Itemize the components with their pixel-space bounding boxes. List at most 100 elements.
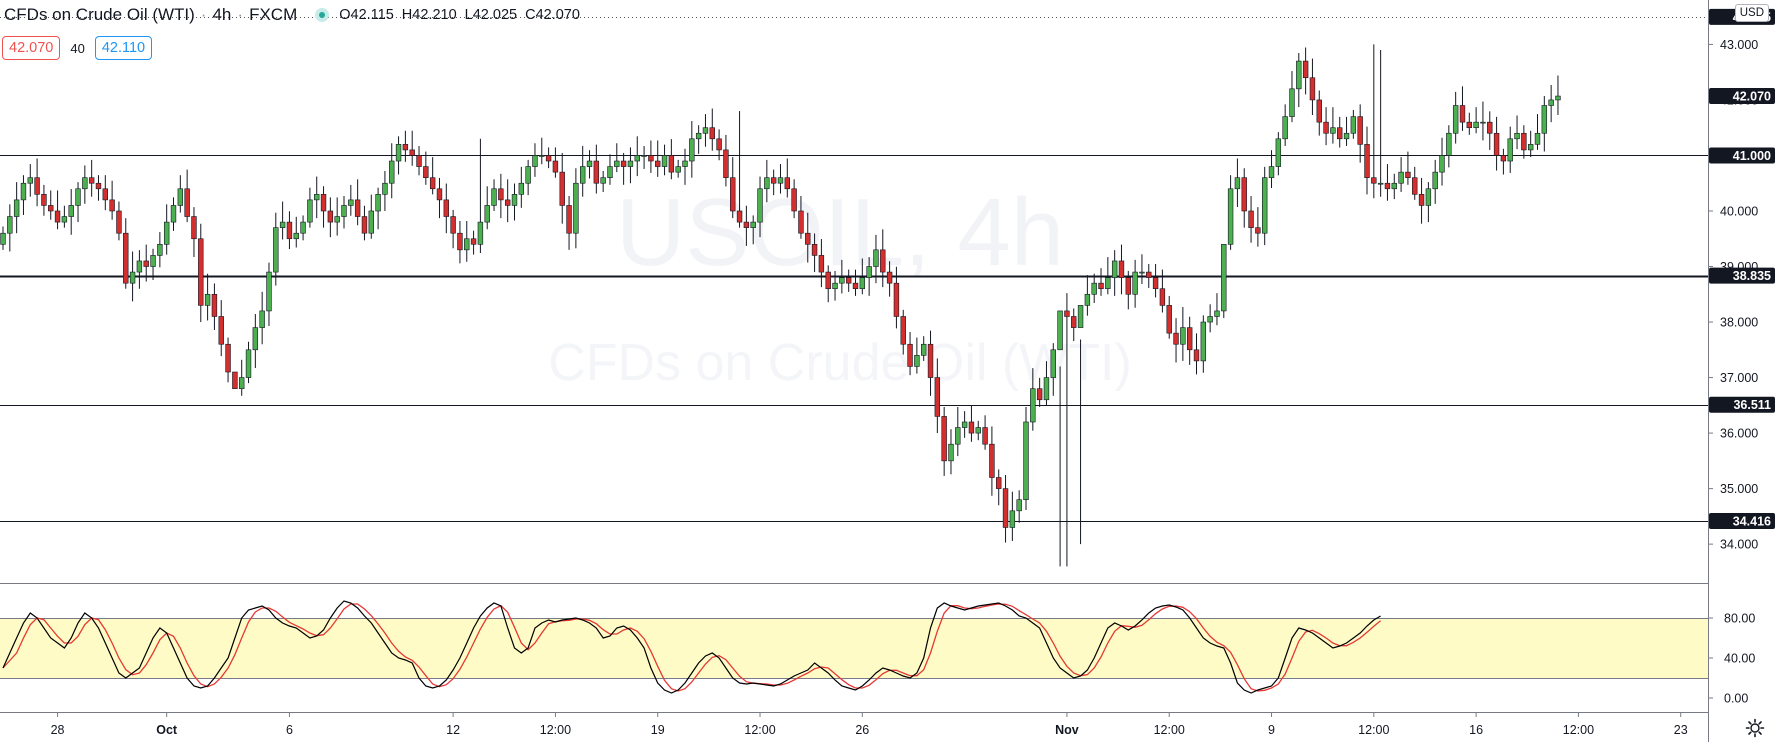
market-status-dot-icon[interactable]: [315, 8, 330, 22]
candle-body: [839, 277, 845, 284]
stochastic-band: [0, 618, 1708, 678]
candle-body: [525, 166, 531, 184]
time-tick-label: Nov: [1055, 723, 1079, 737]
ohlc-open: O42.115: [339, 7, 394, 23]
candle-body: [1152, 277, 1159, 290]
candle-body: [198, 238, 204, 306]
candle-body: [586, 160, 593, 167]
candle-body: [1323, 121, 1329, 134]
level-price-box: [1709, 267, 1775, 284]
candle-body: [661, 155, 668, 167]
candle-body: [1118, 260, 1125, 278]
candle-body: [573, 182, 579, 234]
candle-body: [750, 221, 756, 228]
candle-body: [1507, 138, 1513, 162]
candle-body: [1493, 132, 1500, 156]
candle-body: [1384, 182, 1391, 190]
candle-body: [1009, 510, 1016, 528]
candle-body: [1473, 121, 1479, 129]
candle-body: [116, 210, 122, 234]
currency-button[interactable]: USD: [1734, 4, 1769, 22]
candle-body: [150, 255, 156, 267]
candle-body: [491, 188, 497, 206]
candle-body: [27, 177, 33, 184]
candle-body: [1527, 144, 1534, 151]
candle-body: [464, 238, 470, 251]
level-price-box: [1709, 396, 1775, 413]
candle-body: [1159, 288, 1166, 306]
candle-body: [600, 177, 606, 184]
candle-body: [450, 216, 456, 234]
candle-body: [504, 199, 511, 206]
candle-body: [1391, 182, 1397, 190]
candle-body: [470, 238, 477, 245]
candle-body: [211, 293, 218, 317]
price-tick-label: 38.000: [1720, 316, 1758, 330]
candle-body: [941, 416, 947, 462]
candle-body: [1316, 99, 1322, 123]
candle-body: [13, 199, 20, 217]
price-tick-label: 37.000: [1720, 371, 1758, 385]
candle-body: [620, 160, 627, 167]
time-tick-label: 19: [651, 723, 665, 737]
candle-body: [314, 194, 320, 201]
price-tick-label: 36.000: [1720, 427, 1758, 441]
candle-body: [757, 188, 763, 223]
candle-body: [634, 155, 640, 162]
time-tick-label: 16: [1469, 723, 1483, 737]
candle-body: [996, 477, 1002, 489]
candle-body: [1459, 105, 1466, 123]
candle-body: [429, 177, 436, 190]
candle-body: [1268, 166, 1275, 178]
gear-icon[interactable]: [1745, 718, 1765, 738]
candle-body: [34, 177, 40, 195]
candle-body: [1057, 310, 1063, 351]
candle-body: [614, 160, 620, 167]
time-tick-label: Oct: [156, 723, 178, 737]
candle-body: [743, 221, 750, 228]
candle-body: [1023, 421, 1029, 501]
candle-body: [457, 232, 463, 251]
horizontal-levels: [0, 17, 1708, 522]
symbol-title[interactable]: CFDs on Crude Oil (WTI): [4, 5, 195, 24]
interval-label[interactable]: 4h: [212, 5, 232, 24]
sell-price-button[interactable]: 42.070: [2, 36, 61, 60]
candle-body: [375, 194, 381, 212]
stochastic-tick-label: 40.00: [1724, 652, 1755, 666]
candle-body: [1418, 194, 1425, 206]
candle-body: [1446, 132, 1452, 156]
candle-body: [48, 205, 54, 212]
candle-body: [293, 232, 299, 240]
candle-body: [1111, 260, 1118, 278]
candle-body: [102, 188, 109, 201]
candle-body: [1036, 388, 1043, 401]
candle-body: [1248, 210, 1254, 228]
time-tick-label: 12:00: [1358, 723, 1389, 737]
candle-body: [907, 343, 913, 367]
candle-body: [866, 266, 872, 278]
candle-body: [989, 443, 995, 478]
candle-body: [1452, 105, 1459, 134]
candle-body: [68, 205, 74, 217]
candle-body: [368, 210, 374, 234]
broker-label: FXCM: [249, 5, 298, 24]
buy-price-button[interactable]: 42.110: [94, 36, 153, 60]
time-tick-label: 26: [855, 723, 869, 737]
candle-body: [436, 188, 443, 201]
candle-body: [900, 316, 906, 345]
candle-body: [170, 205, 177, 223]
candle-body: [1330, 127, 1336, 134]
candle-body: [593, 160, 600, 184]
candle-body: [498, 188, 504, 201]
candle-body: [1241, 177, 1247, 212]
candle-body: [777, 177, 784, 184]
candle-body: [123, 232, 129, 284]
candle-body: [1514, 132, 1520, 140]
level-price-box: [1709, 147, 1775, 164]
candle-body: [675, 166, 681, 173]
time-tick-label: 12:00: [744, 723, 775, 737]
time-tick-label: 23: [1674, 723, 1688, 737]
candle-body: [1146, 271, 1152, 278]
candle-body: [1534, 132, 1541, 145]
